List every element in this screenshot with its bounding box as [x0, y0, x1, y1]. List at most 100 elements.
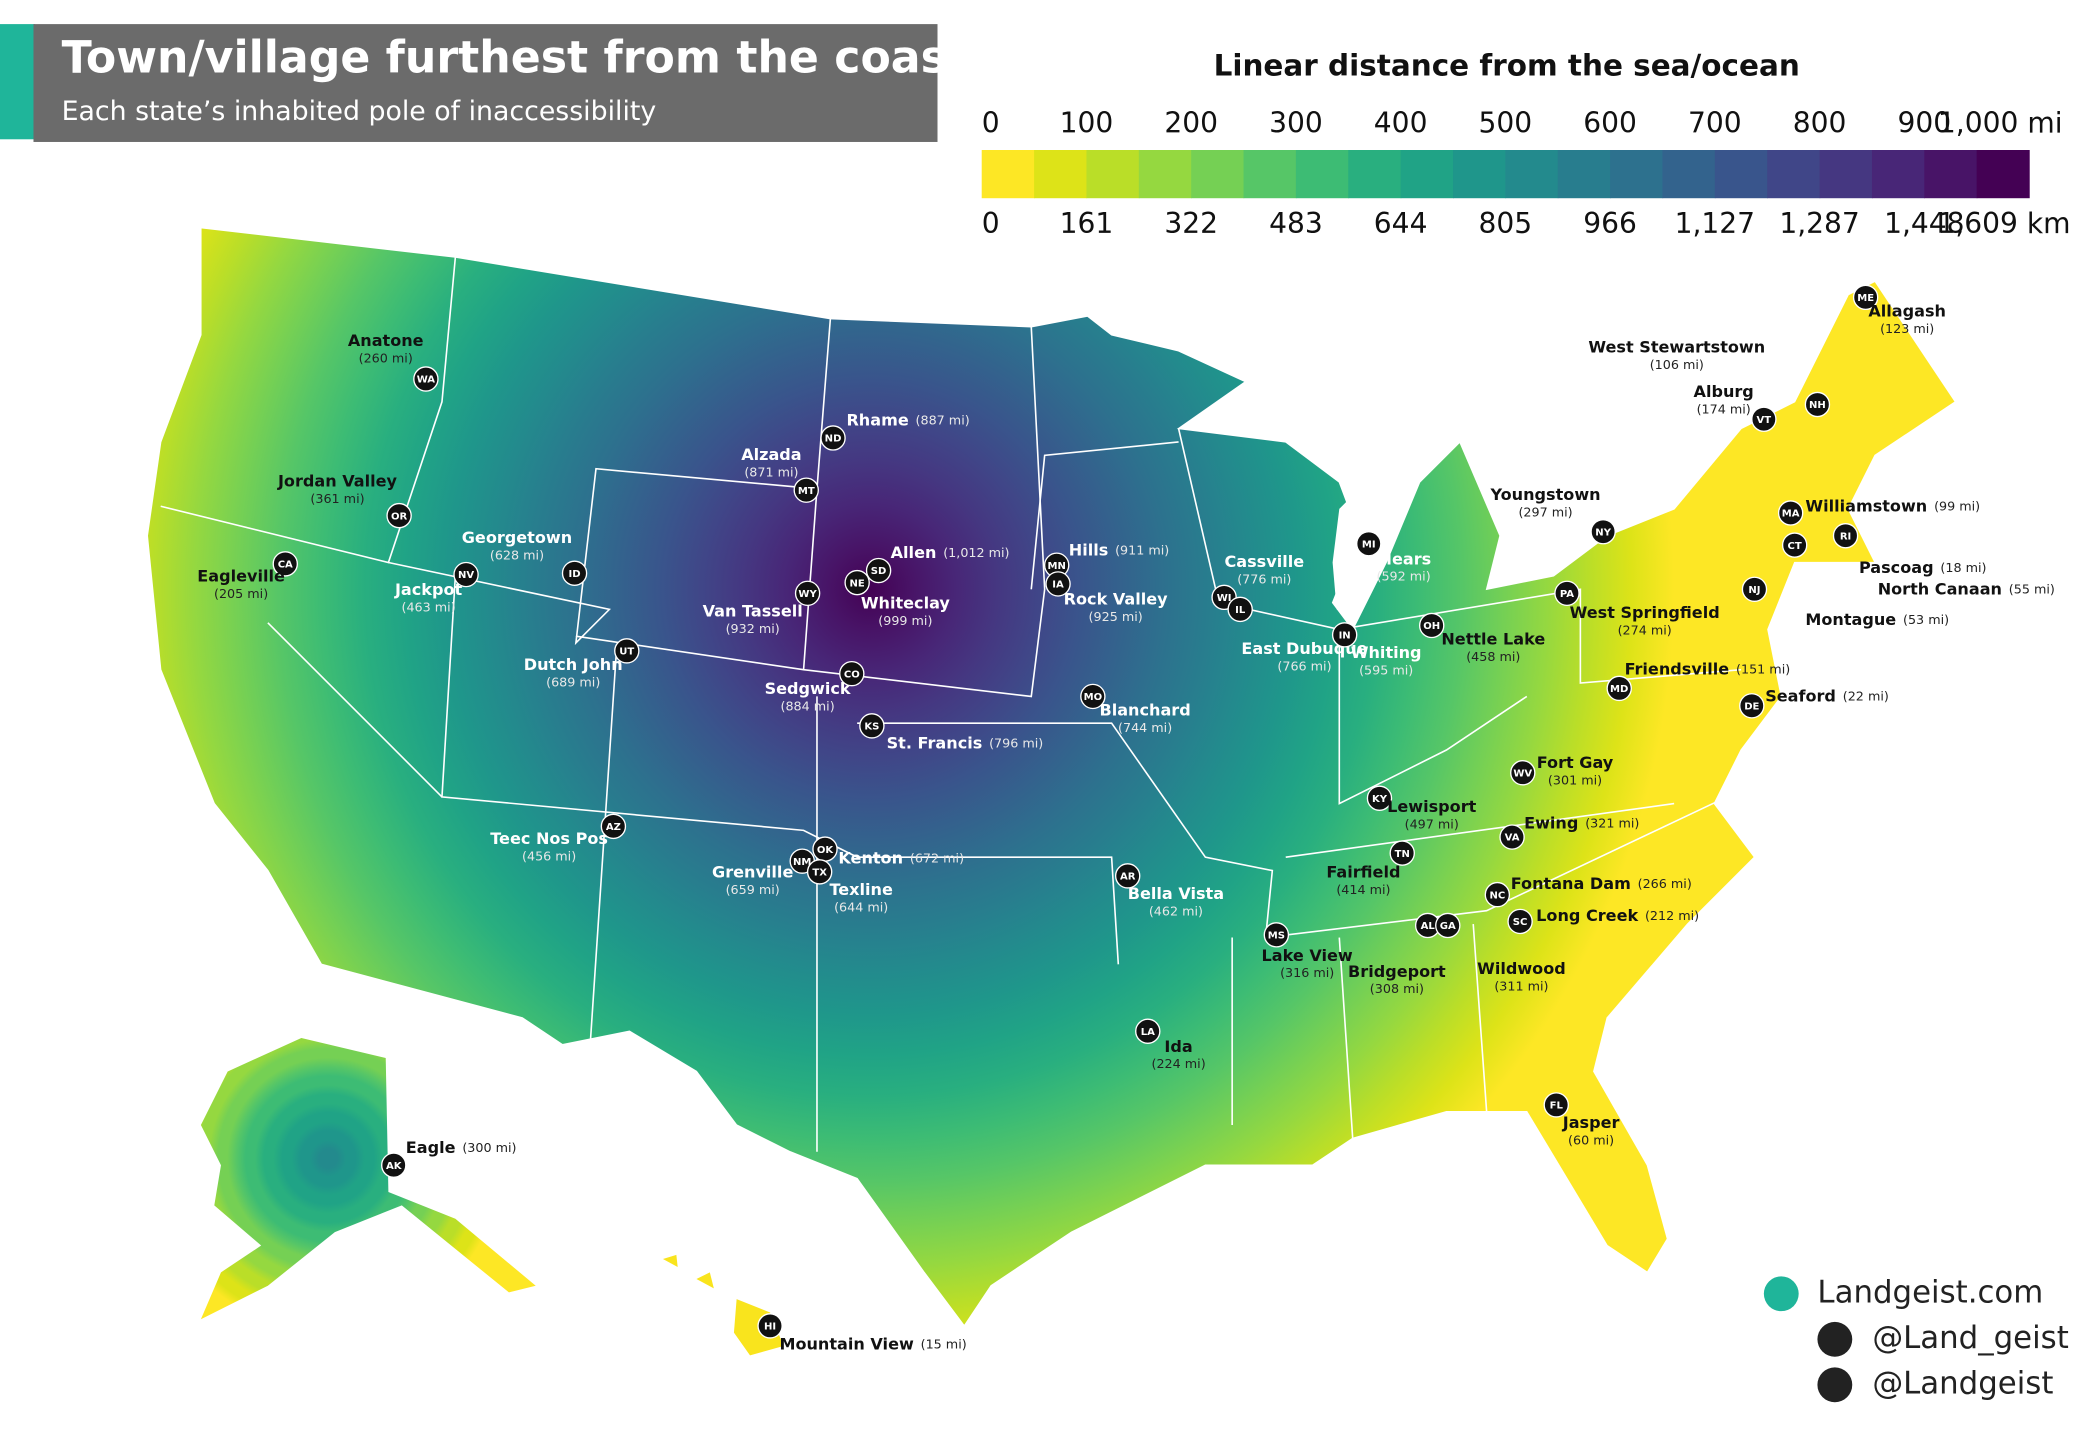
place-marker: [757, 1313, 783, 1339]
place-marker: [839, 660, 865, 687]
legend-swatch: [1138, 150, 1192, 199]
distance: (99 mi): [1934, 498, 1980, 513]
place-label: Eagle (300 mi): [406, 1135, 517, 1160]
state-code: MI: [1362, 539, 1376, 550]
town-name: Fort Gay: [1537, 753, 1614, 772]
legend-km-label: 1,287: [1779, 207, 1859, 240]
town-name: Nettle Lake: [1441, 630, 1545, 649]
distance: (689 mi): [546, 675, 600, 690]
state-code: WA: [417, 375, 436, 386]
distance: (776 mi): [1237, 571, 1291, 586]
place-marker: [1739, 693, 1765, 719]
legend-swatch: [1767, 150, 1821, 199]
legend-mi-label: 100: [1060, 107, 1114, 140]
town-name: Bella Vista: [1128, 884, 1224, 903]
state-code: WV: [1513, 768, 1532, 779]
place: NY Youngstown(297 mi): [1489, 485, 1616, 545]
place-marker: [1484, 881, 1511, 908]
title-box: [33, 24, 938, 142]
legend-swatch: [1924, 150, 1978, 199]
legend-mi-label: 1,000 mi: [1938, 107, 2063, 140]
state-code: IA: [1052, 580, 1064, 591]
place-marker: [1832, 522, 1859, 549]
place-marker: [1080, 683, 1106, 710]
town-name: Fairfield: [1326, 863, 1400, 882]
place: NE Whiteclay(999 mi): [844, 569, 951, 628]
legend-bar: [981, 150, 2030, 199]
place-marker: [1777, 500, 1804, 526]
place: DE Seaford (22 mi): [1739, 683, 1889, 719]
distance: (595 mi): [1359, 662, 1413, 677]
place-marker: [1499, 824, 1525, 850]
distance: (911 mi): [1115, 542, 1169, 557]
state-code: ND: [825, 434, 842, 445]
place-marker: [1751, 406, 1777, 432]
distance: (321 mi): [1585, 815, 1639, 830]
town-name: Friendsville: [1625, 659, 1730, 678]
place: OR Jordan Valley(361 mi): [277, 472, 412, 529]
distance: (999 mi): [878, 613, 932, 628]
state-code: FL: [1550, 1101, 1564, 1112]
distance: (932 mi): [726, 621, 780, 636]
place: MT Alzada(871 mi): [741, 445, 819, 503]
title: Town/village furthest from the coast: [62, 32, 968, 83]
place: CT North Canaan (55 mi): [1781, 532, 2055, 598]
distance: (22 mi): [1843, 688, 1889, 703]
distance: (766 mi): [1277, 658, 1331, 673]
state-code: ID: [569, 569, 581, 580]
state-code: GA: [1440, 921, 1456, 932]
place-marker: [806, 859, 833, 885]
place-label: Allen (1,012 mi): [891, 540, 1010, 565]
place-marker: [1356, 531, 1382, 557]
town-name: Kenton: [838, 848, 903, 867]
distance: (628 mi): [490, 547, 544, 562]
legend-swatch: [1034, 150, 1088, 199]
distance: (316 mi): [1280, 965, 1334, 980]
legend-mi-label: 900: [1897, 107, 1951, 140]
subtitle: Each state’s inhabited pole of inaccessi…: [62, 96, 657, 127]
distance: (644 mi): [834, 900, 888, 915]
state-code: NM: [793, 857, 811, 868]
distance: (212 mi): [1645, 908, 1699, 923]
legend-km-label: 1,127: [1675, 207, 1755, 240]
place: PA West Springfield(274 mi): [1554, 580, 1720, 637]
place: OK Kenton (672 mi): [812, 836, 964, 867]
legend-swatch: [1610, 150, 1664, 199]
state-code: IN: [1339, 630, 1351, 641]
state-code: MT: [798, 486, 815, 497]
place: ND Rhame (887 mi): [820, 410, 970, 451]
place-marker: [1507, 908, 1533, 935]
distance: (744 mi): [1118, 720, 1172, 735]
legend-swatch: [1400, 150, 1454, 199]
town-name: Youngstown: [1489, 485, 1600, 504]
state-code: DE: [1744, 701, 1759, 712]
place: WY Van Tassell(932 mi): [703, 580, 821, 636]
place: AL Bridgeport(308 mi): [1348, 912, 1446, 996]
place: MS Lake View(316 mi): [1262, 922, 1353, 980]
state-code: NE: [850, 578, 865, 589]
state-code: UT: [619, 647, 634, 658]
legend-swatch: [1557, 150, 1611, 199]
legend-mi-label: 200: [1164, 107, 1218, 140]
place-marker: [865, 557, 892, 584]
distance: (1,012 mi): [943, 545, 1009, 560]
state-code: MN: [1048, 561, 1066, 572]
legend-mi-label: 800: [1793, 107, 1847, 140]
distance: (672 mi): [910, 850, 964, 865]
distance: (174 mi): [1697, 401, 1751, 416]
state-code: TN: [1395, 849, 1410, 860]
place-label: Seaford (22 mi): [1765, 683, 1889, 708]
place-marker: [1590, 518, 1616, 545]
place-marker: [1781, 532, 1808, 558]
place-marker: [614, 638, 640, 664]
town-name: Whiteclay: [861, 594, 951, 613]
place-marker: [1045, 571, 1071, 597]
state-code: AZ: [606, 822, 621, 833]
twitter-icon: [1817, 1367, 1853, 1403]
